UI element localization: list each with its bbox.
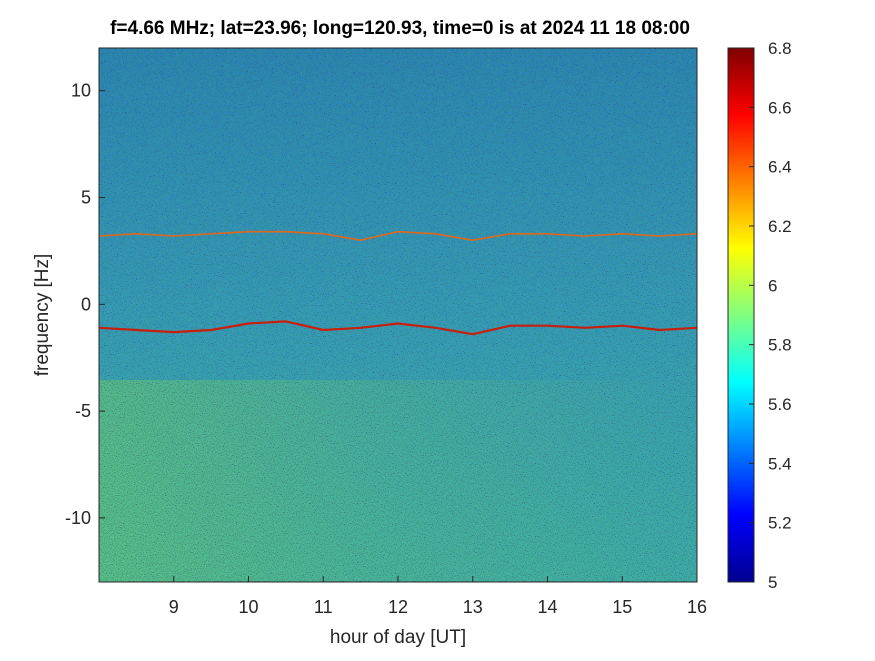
y-tick-label: 5 [81,188,91,208]
colorbar [727,47,755,583]
y-axis-label: frequency [Hz] [32,254,53,377]
colorbar-tick-label: 5.8 [768,336,792,355]
y-tick-label: 10 [71,81,91,101]
x-tick-label: 10 [238,597,258,617]
chart-title: f=4.66 MHz; lat=23.96; long=120.93, time… [110,18,690,39]
trace-layer [99,230,697,336]
y-tick-label: -10 [65,508,91,528]
x-tick-label: 9 [169,597,179,617]
heatmap-area [99,48,697,582]
colorbar-tick-label: 6.2 [768,217,792,236]
x-tick-label: 13 [463,597,483,617]
y-tick-label: -5 [75,401,91,421]
colorbar-tick-label: 5.6 [768,395,792,414]
y-axis: 10 5 0 -5 -10 [65,81,105,528]
x-axis-label: hour of day [UT] [330,627,466,648]
colorbar-tick-label: 6 [768,276,777,295]
colorbar-tick-label: 6.6 [768,98,792,117]
x-axis: 9 10 11 12 13 14 15 16 [169,576,707,617]
colorbar-tick-label: 5.2 [768,514,792,533]
colorbar-tick-label: 6.4 [768,158,792,177]
heatmap-noise [99,48,697,582]
colorbar-tick-label: 5.4 [768,454,792,473]
x-tick-label: 16 [687,597,707,617]
x-tick-label: 11 [314,597,333,617]
trace-line [99,230,697,241]
x-tick-label: 14 [537,597,557,617]
colorbar-tick-label: 5 [768,573,777,592]
x-tick-label: 12 [388,597,408,617]
colorbar-ticks: 6.8 6.6 6.4 6.2 6 5.8 5.6 5.4 5.2 5 [749,39,792,592]
trace-line [99,320,697,336]
x-tick-label: 15 [612,597,632,617]
y-tick-label: 0 [81,294,91,314]
colorbar-tick-label: 6.8 [768,39,792,58]
